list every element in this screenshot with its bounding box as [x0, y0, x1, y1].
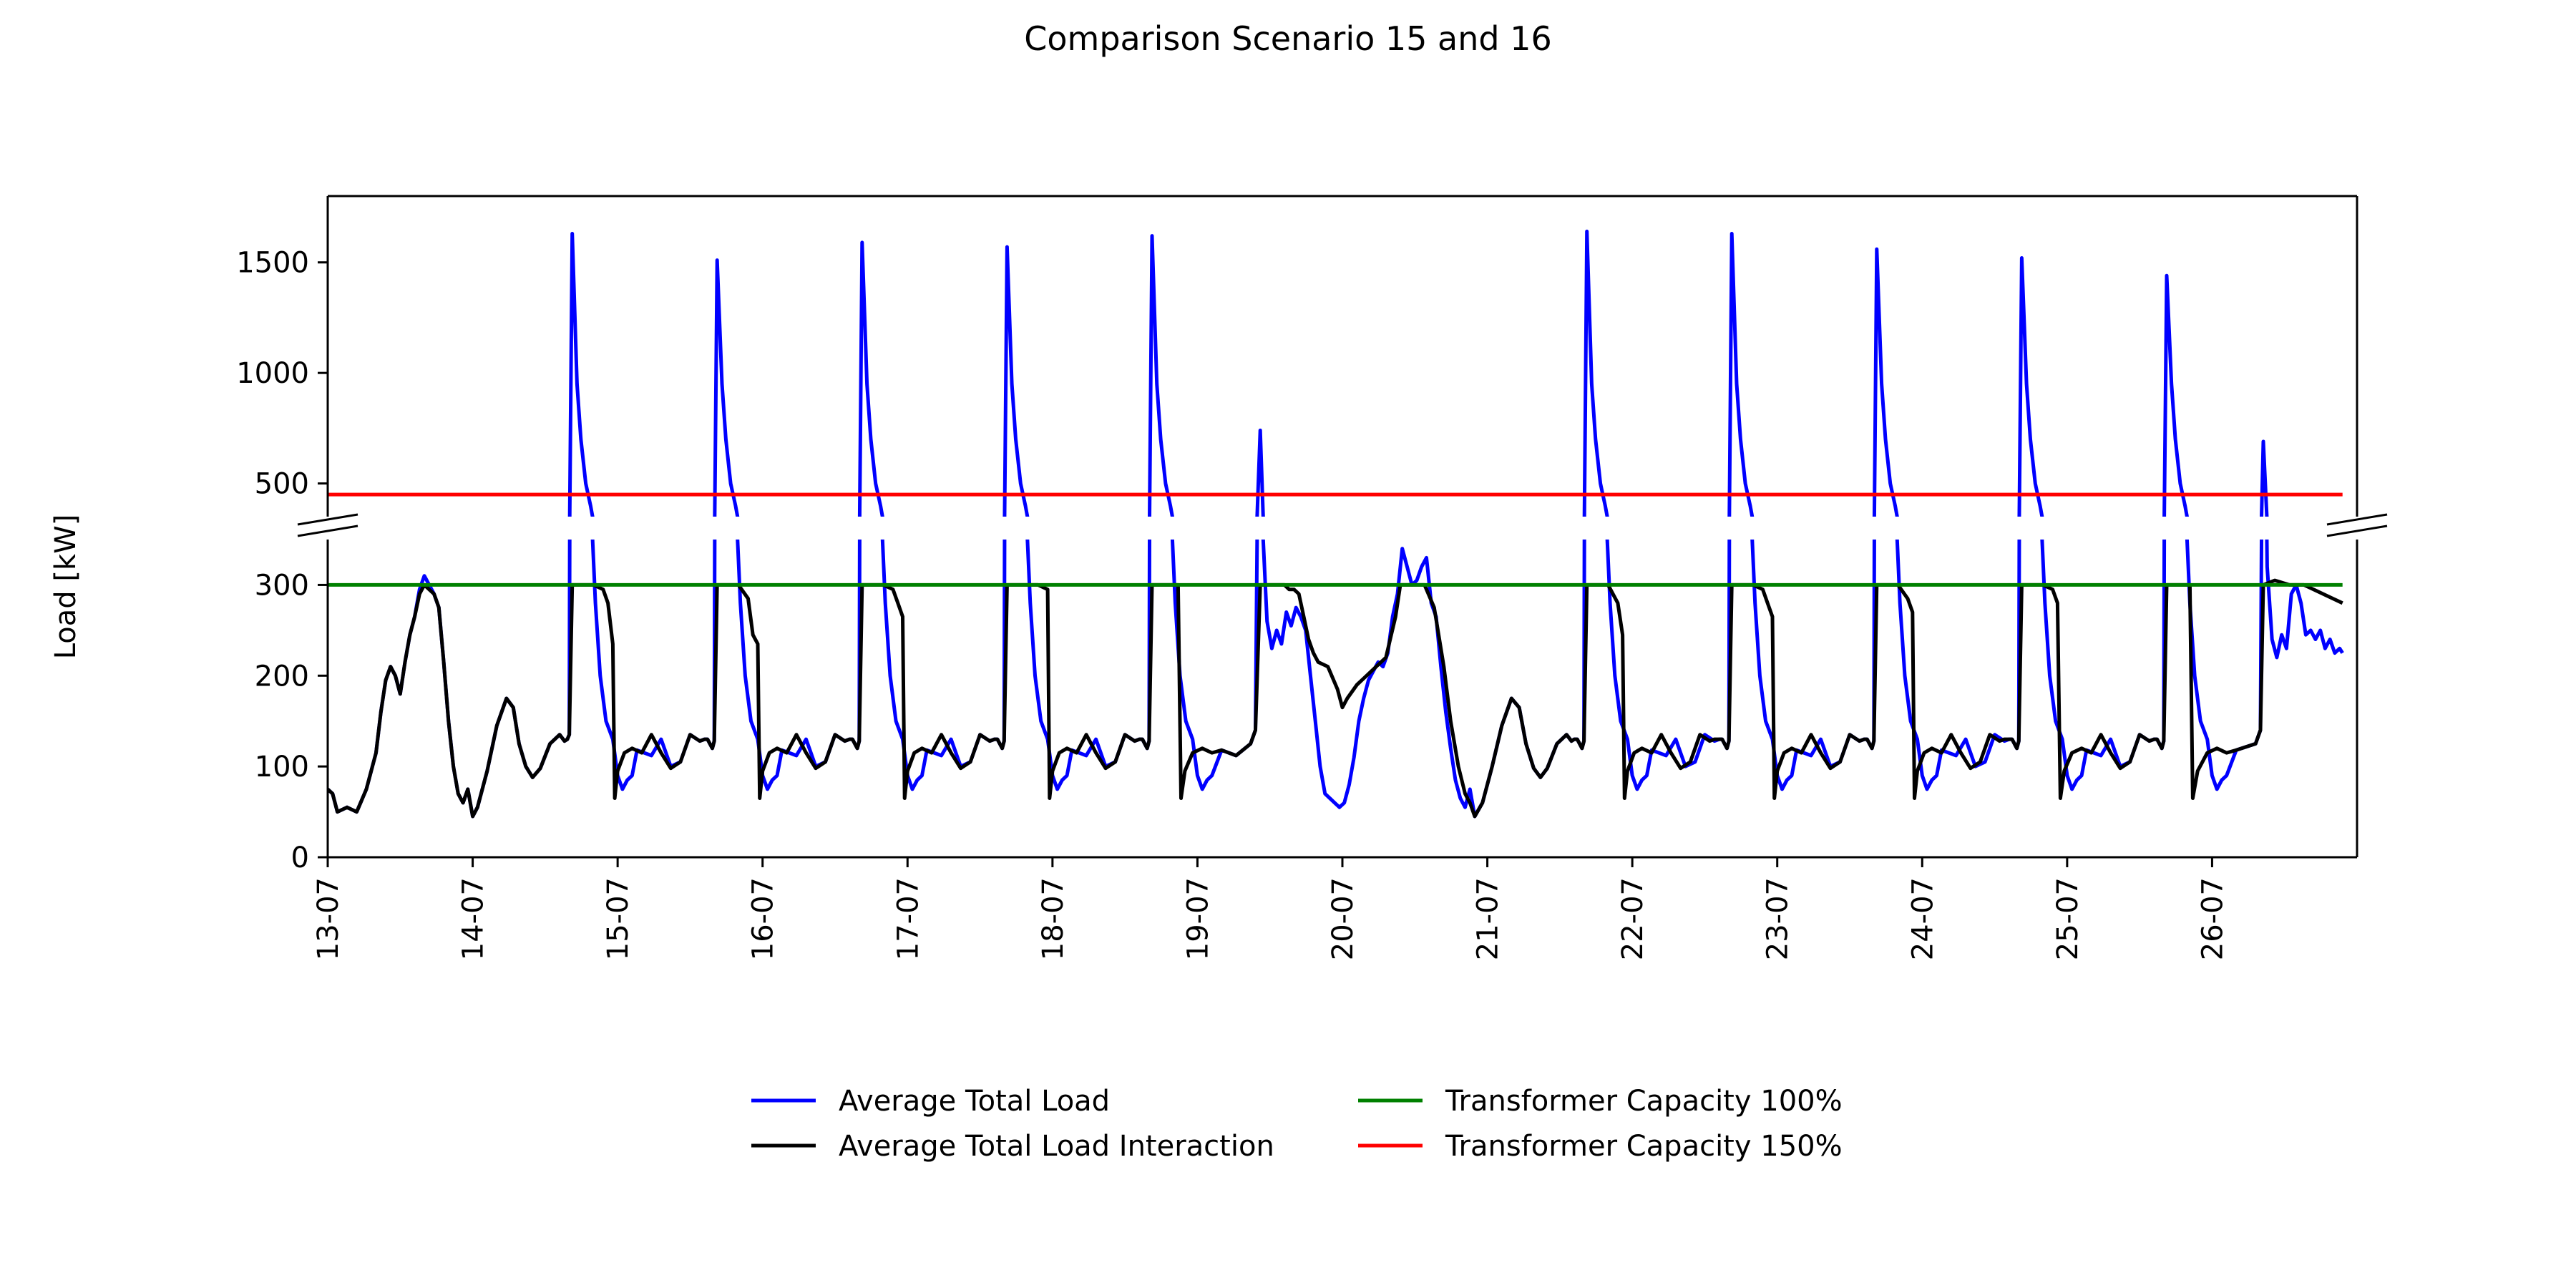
y-tick-label: 1000 — [236, 357, 309, 390]
x-tick-label: 16-07 — [747, 877, 780, 960]
chart-title: Comparison Scenario 15 and 16 — [1024, 19, 1551, 58]
y-tick-label: 1500 — [236, 247, 309, 280]
x-tick-label: 19-07 — [1181, 877, 1214, 960]
x-tick-label: 14-07 — [457, 877, 490, 960]
y-tick-label: 300 — [255, 569, 309, 602]
series-line-upper-average-total-load — [567, 229, 2269, 517]
y-tick-label: 500 — [255, 468, 309, 501]
series-line-lower-average-total-load-interaction — [328, 578, 2343, 819]
axis-break-mark-upper-left — [297, 513, 358, 526]
y-tick-label: 0 — [291, 841, 309, 874]
x-tick-label: 21-07 — [1472, 877, 1505, 960]
tick-labels: 500 1000 1500 0 100 200 300 13-07 14-07 15-07 16-0… — [236, 247, 2229, 961]
legend-label-transformer-capacity-150: Transformer Capacity 150% — [1445, 1130, 1843, 1163]
x-tick-label: 26-07 — [2196, 877, 2229, 960]
y-tick-label: 100 — [255, 751, 309, 784]
x-tick-label: 18-07 — [1037, 877, 1070, 960]
x-tick-label: 13-07 — [312, 877, 345, 960]
x-tick-label: 20-07 — [1327, 877, 1360, 960]
x-tick-label: 22-07 — [1616, 877, 1649, 960]
legend-label-average-total-load: Average Total Load — [839, 1085, 1110, 1118]
legend-label-average-total-load-interaction: Average Total Load Interaction — [839, 1130, 1274, 1163]
y-axis-label: Load [kW] — [49, 514, 82, 660]
axis-break-mark-lower-right — [2326, 525, 2388, 537]
legend: Average Total Load Average Total Load In… — [751, 1085, 1843, 1163]
x-tick-label: 25-07 — [2051, 877, 2084, 960]
legend-label-transformer-capacity-100: Transformer Capacity 100% — [1445, 1085, 1843, 1118]
x-tick-label: 17-07 — [892, 877, 924, 960]
upper-plot-area — [328, 229, 2343, 517]
lower-plot-area — [328, 540, 2344, 819]
x-tick-label: 24-07 — [1906, 877, 1939, 960]
y-tick-label: 200 — [255, 660, 309, 693]
x-tick-label: 23-07 — [1762, 877, 1795, 960]
x-tick-label: 15-07 — [602, 877, 635, 960]
axis-break-mark-upper-right — [2326, 513, 2388, 526]
axis-break-mark-lower-left — [297, 525, 358, 537]
